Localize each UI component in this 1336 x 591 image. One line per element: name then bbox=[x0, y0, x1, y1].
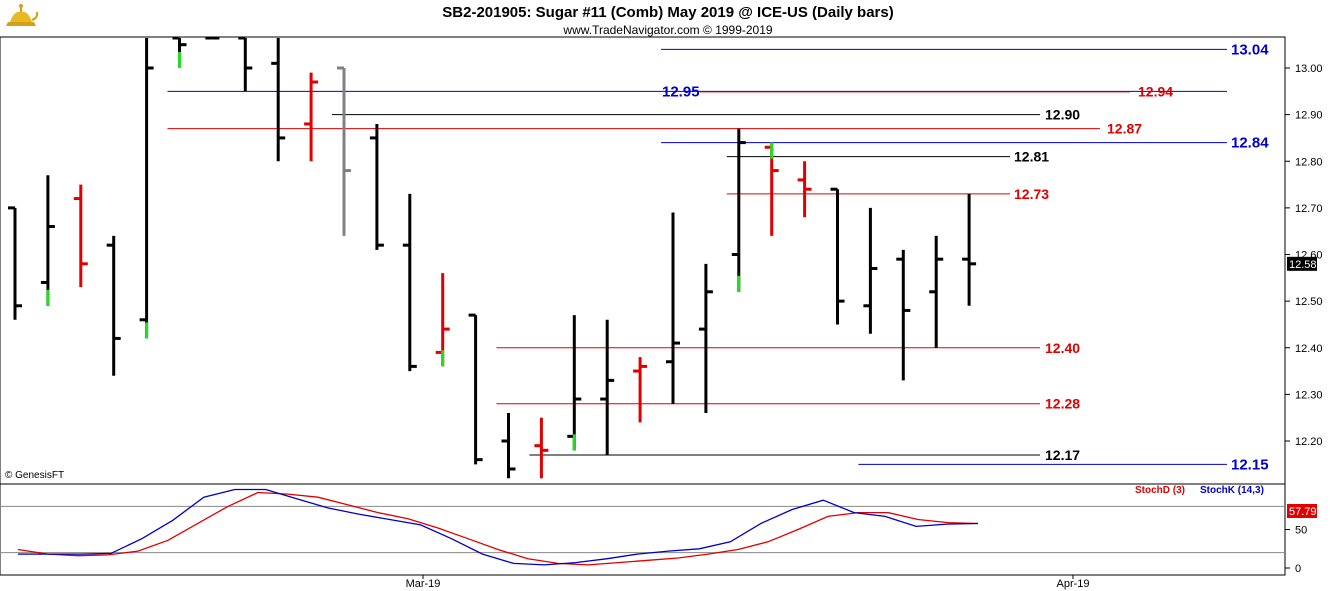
ohlc-bar bbox=[764, 142, 779, 236]
price-level-label: 12.94 bbox=[1138, 83, 1173, 99]
price-level-label: 12.17 bbox=[1045, 447, 1080, 463]
price-tick-label: 12.50 bbox=[1295, 296, 1323, 308]
price-tick-label: 12.90 bbox=[1295, 110, 1323, 122]
legend-stoch-d: StochD (3) bbox=[1135, 485, 1185, 496]
date-axis: Mar-19 Apr-19 bbox=[406, 575, 1090, 590]
date-tick-label: Apr-19 bbox=[1056, 578, 1089, 590]
ohlc-bar bbox=[534, 417, 549, 479]
ohlc-bar bbox=[501, 413, 516, 479]
price-panel bbox=[0, 36, 1286, 485]
price-tick-label: 12.80 bbox=[1295, 156, 1323, 168]
price-level-label: 12.84 bbox=[1231, 135, 1269, 152]
ohlc-bar bbox=[304, 72, 319, 162]
ohlc-bar bbox=[600, 319, 615, 455]
price-level-label: 12.15 bbox=[1231, 456, 1269, 473]
price-level-label: 12.90 bbox=[1045, 107, 1080, 123]
stochastic-reference-lines bbox=[0, 505, 1285, 554]
ohlc-bar bbox=[731, 128, 746, 292]
ohlc-bar bbox=[797, 161, 812, 218]
ohlc-bar bbox=[567, 315, 582, 451]
copyright-label: © GenesisFT bbox=[5, 470, 64, 481]
price-tick-label: 12.20 bbox=[1295, 436, 1323, 448]
price-axis: 13.0012.9012.8012.7012.6012.5012.4012.30… bbox=[1285, 63, 1323, 448]
stochastic-panel bbox=[0, 483, 1286, 576]
stochastic-d-line bbox=[17, 491, 979, 566]
ohlc-bar bbox=[830, 187, 845, 325]
price-level-label: 12.40 bbox=[1045, 340, 1080, 356]
ohlc-bar bbox=[337, 66, 351, 236]
stochastic-tick-label: 0 bbox=[1295, 563, 1301, 575]
price-tick-label: 13.00 bbox=[1295, 63, 1323, 75]
stochastic-k-line bbox=[18, 488, 979, 566]
ohlc-bar bbox=[435, 273, 450, 367]
stochastic-tick-label: 50 bbox=[1295, 525, 1307, 537]
price-level-label: 12.28 bbox=[1045, 396, 1080, 412]
price-tick-label: 12.40 bbox=[1295, 343, 1323, 355]
price-level-label: 12.95 bbox=[662, 83, 700, 100]
ohlc-bar bbox=[369, 123, 384, 250]
ohlc-bar bbox=[73, 184, 88, 288]
ohlc-bar bbox=[698, 263, 713, 414]
ohlc-bar bbox=[172, 36, 187, 68]
price-level-label: 12.73 bbox=[1014, 186, 1049, 202]
price-bars bbox=[8, 36, 977, 479]
price-tick-label: 12.70 bbox=[1295, 203, 1323, 215]
ohlc-bar bbox=[896, 249, 911, 381]
price-level-label: 12.81 bbox=[1014, 149, 1049, 165]
price-tick-label: 12.30 bbox=[1295, 389, 1323, 401]
stochastic-value-label: 57.79 bbox=[1289, 506, 1317, 518]
price-level-label: 13.04 bbox=[1231, 41, 1269, 58]
ohlc-bar bbox=[962, 193, 977, 306]
price-levels: 13.04 12.95 12.94 12.90 12.87 12.84 12.81 12.73… bbox=[167, 41, 1269, 473]
ohlc-bar bbox=[8, 206, 22, 320]
last-price-badge: 12.58 bbox=[1287, 256, 1317, 271]
ohlc-bar bbox=[929, 235, 944, 348]
price-level-label: 12.87 bbox=[1107, 121, 1142, 137]
ohlc-bar bbox=[402, 193, 417, 372]
ohlc-bar bbox=[40, 175, 55, 306]
stochastic-series bbox=[17, 488, 979, 566]
ohlc-bar bbox=[271, 38, 286, 162]
last-price-label: 12.58 bbox=[1289, 259, 1317, 271]
date-tick-label: Mar-19 bbox=[406, 578, 441, 590]
legend-stoch-k: StochK (14,3) bbox=[1200, 485, 1264, 496]
ohlc-bar bbox=[468, 313, 483, 465]
ohlc-bar bbox=[106, 235, 121, 376]
chart-title: SB2-201905: Sugar #11 (Comb) May 2019 @ … bbox=[442, 4, 893, 21]
ohlc-bar bbox=[238, 36, 253, 92]
ohlc-bar bbox=[139, 38, 154, 339]
stochastic-value-badge: 57.79 bbox=[1287, 504, 1317, 518]
ohlc-bar bbox=[863, 207, 878, 334]
genie-lamp-icon[interactable] bbox=[6, 4, 39, 26]
ohlc-bar bbox=[666, 212, 680, 404]
ohlc-bar bbox=[633, 357, 648, 423]
chart-subtitle: www.TradeNavigator.com © 1999-2019 bbox=[562, 23, 772, 37]
stochastic-axis: 50 0 bbox=[1285, 525, 1307, 575]
